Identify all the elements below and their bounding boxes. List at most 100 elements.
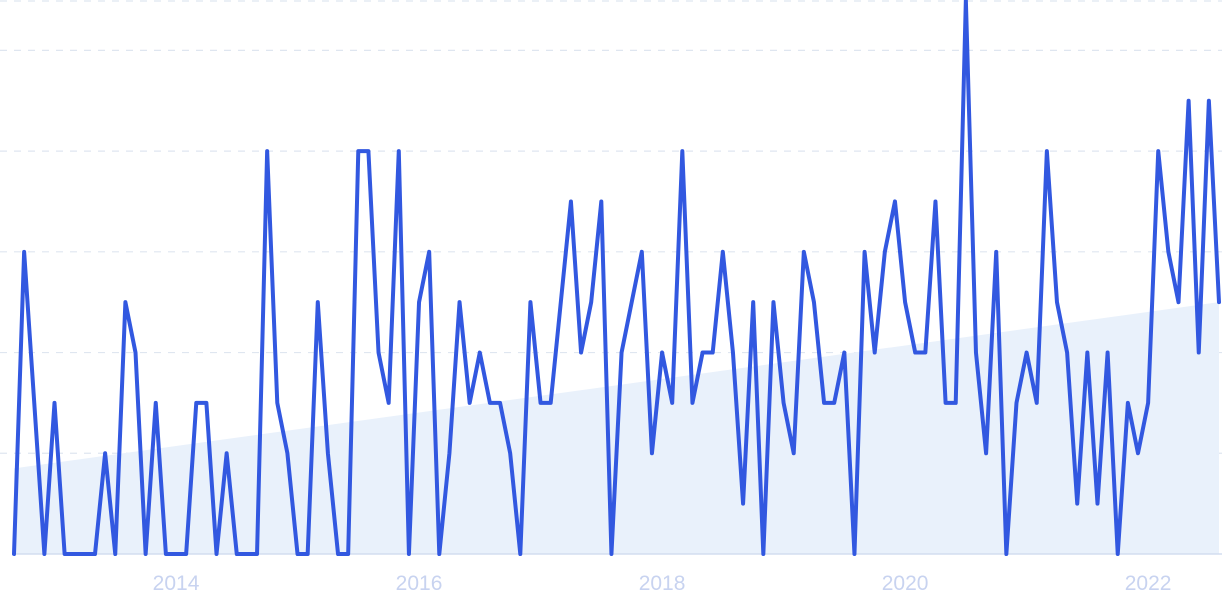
data-point: [539, 401, 543, 405]
data-point: [761, 552, 765, 556]
data-point: [184, 552, 188, 556]
data-point: [93, 552, 97, 556]
data-point: [1045, 149, 1049, 153]
data-point: [1004, 552, 1008, 556]
data-point: [690, 401, 694, 405]
data-point: [113, 552, 117, 556]
data-point: [1075, 502, 1079, 506]
data-point: [235, 552, 239, 556]
data-point: [215, 552, 219, 556]
data-point: [326, 451, 330, 455]
data-point: [933, 199, 937, 203]
series-line: [12, 0, 1221, 556]
data-point: [12, 552, 16, 556]
data-point: [356, 149, 360, 153]
data-point: [792, 451, 796, 455]
data-point: [954, 401, 958, 405]
data-point: [630, 300, 634, 304]
data-point: [569, 199, 573, 203]
data-point: [437, 552, 441, 556]
data-point: [306, 552, 310, 556]
data-point: [1156, 149, 1160, 153]
data-point: [1126, 401, 1130, 405]
data-point: [923, 351, 927, 355]
data-point: [346, 552, 350, 556]
data-point: [478, 351, 482, 355]
data-point: [498, 401, 502, 405]
data-point: [285, 451, 289, 455]
data-point: [164, 552, 168, 556]
data-point: [366, 149, 370, 153]
data-point: [579, 351, 583, 355]
data-point: [204, 401, 208, 405]
x-tick-label: 2018: [639, 572, 686, 595]
data-point: [903, 300, 907, 304]
data-point: [913, 351, 917, 355]
data-point: [22, 250, 26, 254]
data-point: [751, 300, 755, 304]
data-point: [812, 300, 816, 304]
data-point: [873, 351, 877, 355]
data-point: [468, 401, 472, 405]
data-point: [1035, 401, 1039, 405]
data-point: [275, 401, 279, 405]
data-point: [427, 250, 431, 254]
data-point: [711, 351, 715, 355]
data-point: [589, 300, 593, 304]
data-point: [73, 552, 77, 556]
data-point: [528, 300, 532, 304]
data-point: [316, 300, 320, 304]
data-point: [660, 351, 664, 355]
data-point: [42, 552, 46, 556]
data-point: [771, 300, 775, 304]
data-point: [640, 250, 644, 254]
data-point: [782, 401, 786, 405]
x-tick-label: 2022: [1125, 572, 1172, 595]
data-point: [518, 552, 522, 556]
data-point: [620, 351, 624, 355]
data-point: [974, 351, 978, 355]
data-point: [123, 300, 127, 304]
x-axis-ticks: 2014 2016 2018 2020 2022: [153, 572, 1172, 595]
data-point: [701, 351, 705, 355]
data-point: [174, 552, 178, 556]
data-point: [832, 401, 836, 405]
data-point: [103, 451, 107, 455]
data-point: [842, 351, 846, 355]
x-tick-label: 2020: [882, 572, 929, 595]
data-point: [1166, 250, 1170, 254]
data-point: [1095, 502, 1099, 506]
data-point: [559, 300, 563, 304]
data-point: [83, 552, 87, 556]
data-point: [32, 401, 36, 405]
data-point: [721, 250, 725, 254]
data-point: [883, 250, 887, 254]
data-point: [1187, 99, 1191, 103]
data-point: [397, 149, 401, 153]
data-point: [265, 149, 269, 153]
x-tick-label: 2014: [153, 572, 200, 595]
data-point: [377, 351, 381, 355]
data-point: [822, 401, 826, 405]
data-point: [63, 552, 67, 556]
x-tick-label: 2016: [396, 572, 443, 595]
data-point: [417, 300, 421, 304]
data-point: [650, 451, 654, 455]
data-point: [387, 401, 391, 405]
data-point: [802, 250, 806, 254]
data-point: [245, 552, 249, 556]
data-point: [194, 401, 198, 405]
data-point: [863, 250, 867, 254]
data-point: [144, 552, 148, 556]
data-point: [1207, 99, 1211, 103]
data-point: [1025, 351, 1029, 355]
data-point: [336, 552, 340, 556]
data-point: [134, 351, 138, 355]
data-point: [508, 451, 512, 455]
data-point: [407, 552, 411, 556]
data-point: [1014, 401, 1018, 405]
data-point: [1085, 351, 1089, 355]
data-point: [488, 401, 492, 405]
data-point: [1116, 552, 1120, 556]
